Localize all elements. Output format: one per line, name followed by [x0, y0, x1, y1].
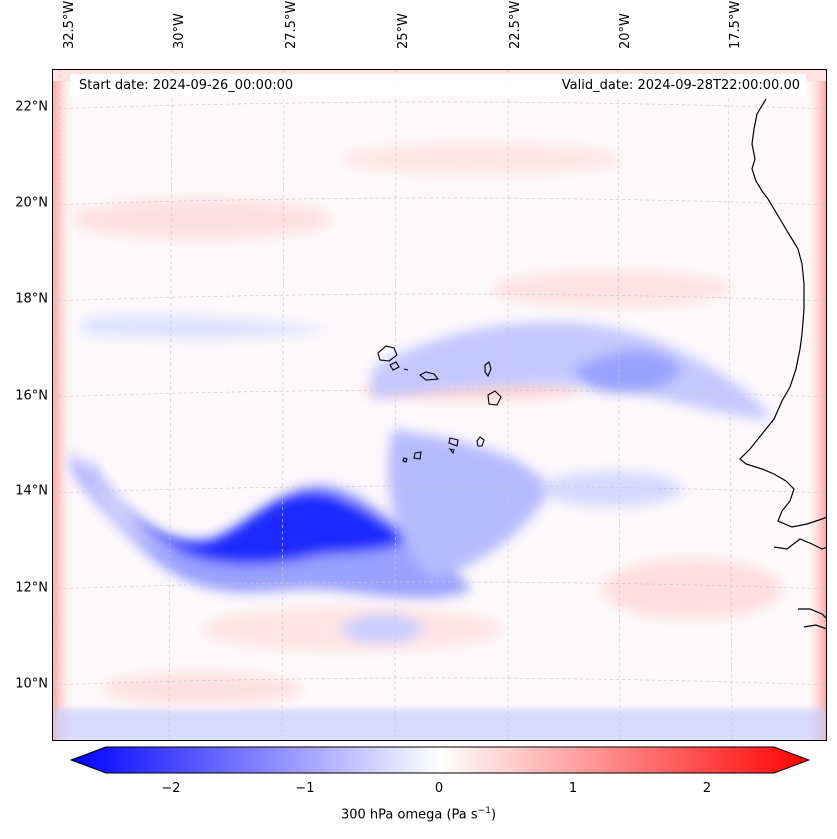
boundary-edge-left: [52, 69, 76, 741]
colorbar-tick: −2: [161, 781, 181, 796]
colorbar-title-end: ): [490, 807, 497, 823]
colorbar-tick: 0: [434, 781, 444, 796]
colorbar-tick: −1: [295, 781, 315, 796]
colorbar-bar: [70, 746, 810, 774]
lat-label: 20°N: [15, 195, 48, 211]
lon-label-text: 22.5°W: [508, 0, 523, 49]
lon-label: 30°W: [162, 0, 187, 64]
cape-verde-islands: [377, 345, 502, 463]
lon-label: 22.5°W: [498, 0, 523, 64]
lat-label: 16°N: [15, 388, 48, 404]
boundary-edge-right: [803, 69, 827, 741]
lon-label: 17.5°W: [718, 0, 743, 64]
colorbar-title: 300 hPa omega (Pa s−1): [0, 806, 837, 822]
header-backdrop: [70, 74, 806, 96]
colorbar-tick: 1: [568, 781, 578, 796]
lat-label: 12°N: [15, 580, 48, 596]
boundary-edge-bottom: [52, 709, 827, 741]
lon-label-text: 30°W: [172, 13, 187, 49]
ascent-band: [72, 314, 772, 643]
lon-label: 27.5°W: [274, 0, 299, 64]
lon-label: 20°W: [608, 0, 633, 64]
lat-label: 14°N: [15, 483, 48, 499]
colorbar-title-text: 300 hPa omega (Pa s: [340, 807, 478, 823]
lon-label-text: 32.5°W: [62, 0, 77, 49]
lat-label: 18°N: [15, 291, 48, 307]
lon-label: 25°W: [386, 0, 411, 64]
start-date-label: Start date: 2024-09-26_00:00:00: [79, 78, 294, 93]
lon-label-text: 17.5°W: [728, 0, 743, 49]
map-frame: [52, 69, 827, 741]
colorbar: [70, 746, 810, 774]
lon-label-text: 27.5°W: [284, 0, 299, 49]
lat-label: 22°N: [15, 99, 48, 115]
graticule: [52, 69, 827, 741]
coastline: [739, 98, 827, 630]
lon-label-text: 20°W: [618, 13, 633, 49]
map-panel: [52, 69, 827, 741]
lon-label: 32.5°W: [52, 0, 77, 64]
colorbar-title-exponent: −1: [477, 806, 491, 816]
valid-date-label: Valid_date: 2024-09-28T22:00:00.00: [561, 78, 800, 93]
lat-label: 10°N: [15, 676, 48, 692]
colorbar-tick: 2: [702, 781, 712, 796]
lon-label-text: 25°W: [396, 13, 411, 49]
